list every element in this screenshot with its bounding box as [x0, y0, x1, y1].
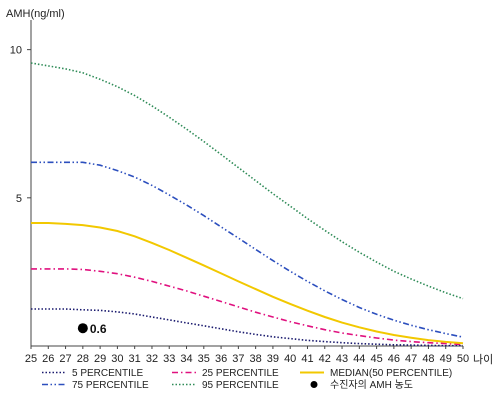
x-tick-label: 29 — [94, 353, 106, 365]
x-tick-label: 43 — [336, 353, 348, 365]
x-tick-label: 45 — [370, 353, 382, 365]
legend: 5 PERCENTILE 25 PERCENTILE MEDIAN(50 PERCE… — [42, 368, 452, 391]
y-tick-label: 5 — [16, 193, 22, 205]
y-tick-label: 10 — [10, 45, 22, 57]
x-tick-label: 40 — [284, 353, 296, 365]
x-tick-label: 46 — [388, 353, 400, 365]
series-line-95-percentile — [30, 62, 464, 300]
x-tick-label: 36 — [215, 353, 227, 365]
legend-label: 95 PERCENTILE — [202, 380, 279, 391]
x-tick-label: 38 — [250, 353, 262, 365]
series-line-median-50-percentile — [31, 222, 464, 345]
legend-point-swatch — [310, 381, 318, 388]
x-tick-label: 26 — [42, 353, 54, 365]
x-axis-title: 나이 — [473, 353, 493, 366]
legend-label: 75 PERCENTILE — [72, 380, 149, 391]
y-axis-title: AMH(ng/ml) — [6, 8, 65, 20]
patient-amh-point — [77, 323, 88, 334]
x-tick-label: 39 — [267, 353, 279, 365]
x-tick-label: 42 — [319, 353, 331, 365]
patient-amh-value-label: 0.6 — [90, 322, 107, 336]
series-lines — [30, 62, 464, 347]
x-tick-label: 47 — [405, 353, 417, 365]
x-tick-label: 28 — [77, 353, 89, 365]
series-line-25-percentile — [31, 268, 464, 346]
axes: AMH(ng/ml) 나이 5 10 25 26 27 28 29 30 31 32 33 34 35 3… — [6, 8, 493, 366]
x-tick-label: 32 — [146, 353, 158, 365]
x-tick-label: 50 — [457, 353, 469, 365]
data-points: 0.6 — [77, 322, 107, 336]
series-line-5-percentile — [31, 308, 463, 347]
x-tick-label: 30 — [111, 353, 123, 365]
x-tick-label: 35 — [198, 353, 210, 365]
legend-label: 수진자의 AMH 농도 — [330, 379, 413, 391]
x-tick-label: 33 — [163, 353, 175, 365]
legend-label: 5 PERCENTILE — [72, 368, 143, 379]
x-tick-label: 31 — [129, 353, 141, 365]
x-tick-label: 34 — [180, 353, 192, 365]
x-tick-label: 25 — [25, 353, 37, 365]
legend-label: 25 PERCENTILE — [202, 368, 279, 379]
x-tick-label: 49 — [440, 353, 452, 365]
x-tick-label: 48 — [422, 353, 434, 365]
x-tick-label: 41 — [301, 353, 313, 365]
series-line-75-percentile — [31, 161, 464, 338]
legend-label: MEDIAN(50 PERCENTILE) — [330, 368, 452, 379]
x-tick-label: 44 — [353, 353, 365, 365]
x-tick-label: 27 — [59, 353, 71, 365]
x-tick-label: 37 — [232, 353, 244, 365]
